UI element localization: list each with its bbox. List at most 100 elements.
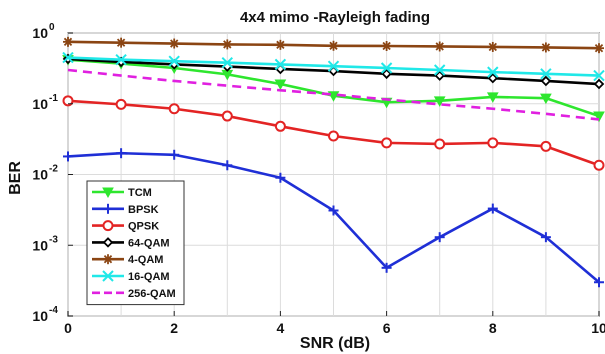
y-tick-exponent: -1 bbox=[49, 93, 58, 104]
data-point bbox=[434, 70, 445, 81]
legend-item: BPSK bbox=[92, 203, 159, 216]
data-point bbox=[168, 103, 180, 115]
series-qpsk bbox=[62, 95, 605, 171]
data-point bbox=[169, 149, 180, 160]
data-point bbox=[381, 68, 392, 80]
data-point bbox=[593, 78, 605, 90]
data-point bbox=[593, 69, 605, 82]
y-tick-exponent: 0 bbox=[49, 22, 55, 33]
y-tick-exponent: -2 bbox=[49, 164, 58, 175]
data-point bbox=[540, 68, 552, 80]
x-tick-label: 0 bbox=[64, 320, 72, 336]
data-point bbox=[103, 203, 113, 214]
data-point bbox=[62, 95, 74, 107]
data-point bbox=[169, 38, 180, 49]
legend-item: 64-QAM bbox=[92, 237, 170, 249]
data-point bbox=[275, 39, 286, 50]
data-point bbox=[540, 42, 551, 53]
x-tick-label: 10 bbox=[591, 320, 605, 336]
data-point bbox=[381, 262, 392, 273]
series-4-qam bbox=[63, 36, 604, 54]
data-point bbox=[115, 98, 127, 110]
legend-label: TCM bbox=[128, 187, 152, 199]
data-point bbox=[222, 160, 233, 171]
data-point bbox=[221, 57, 234, 69]
data-point bbox=[327, 60, 340, 72]
data-point bbox=[540, 140, 552, 152]
data-point bbox=[487, 72, 499, 84]
data-point bbox=[102, 237, 114, 248]
y-axis-label: BER bbox=[7, 161, 24, 195]
series-group bbox=[62, 36, 605, 288]
data-point bbox=[102, 220, 114, 232]
data-point bbox=[434, 232, 445, 243]
data-point bbox=[328, 130, 339, 142]
series-64-qam bbox=[62, 53, 605, 90]
data-point bbox=[62, 51, 74, 64]
data-point bbox=[103, 254, 113, 265]
legend-item: 256-QAM bbox=[92, 288, 176, 300]
legend-label: 16-QAM bbox=[128, 271, 170, 283]
data-point bbox=[63, 151, 73, 162]
data-point bbox=[380, 62, 393, 74]
x-tick-label: 8 bbox=[489, 320, 497, 336]
data-point bbox=[275, 172, 286, 183]
legend: TCM BPSK QPSK 64-QAM 4-QAM 16-QAM 256-QAM bbox=[86, 180, 185, 306]
legend-item: 16-QAM bbox=[92, 270, 170, 283]
legend-label: 4-QAM bbox=[128, 254, 163, 266]
data-point bbox=[594, 277, 604, 288]
data-point bbox=[486, 92, 499, 103]
legend-label: BPSK bbox=[128, 204, 159, 216]
data-point bbox=[328, 40, 339, 51]
data-point bbox=[540, 232, 551, 243]
data-point bbox=[381, 137, 393, 149]
legend-label: QPSK bbox=[128, 221, 159, 233]
data-point bbox=[487, 66, 499, 78]
data-point bbox=[487, 203, 498, 214]
data-point bbox=[115, 53, 127, 66]
data-point bbox=[116, 148, 127, 159]
data-point bbox=[102, 270, 114, 282]
data-point bbox=[222, 39, 233, 50]
data-point bbox=[593, 159, 605, 171]
data-point bbox=[487, 137, 499, 149]
x-tick-label: 2 bbox=[170, 320, 178, 336]
legend-item: 4-QAM bbox=[92, 254, 163, 266]
data-point bbox=[540, 75, 552, 87]
data-point bbox=[433, 96, 446, 107]
y-tick-label: 10 bbox=[32, 237, 48, 253]
data-point bbox=[116, 37, 127, 48]
data-point bbox=[274, 79, 287, 91]
y-tick-exponent: -3 bbox=[49, 234, 58, 245]
data-point bbox=[328, 205, 339, 216]
data-point bbox=[221, 110, 233, 122]
data-point bbox=[327, 91, 340, 102]
data-point bbox=[274, 58, 287, 71]
data-point bbox=[540, 93, 552, 105]
data-point bbox=[593, 111, 605, 123]
legend-item: TCM bbox=[92, 187, 152, 199]
data-point bbox=[168, 55, 180, 67]
data-point bbox=[594, 43, 604, 54]
y-tick-label: 10 bbox=[32, 25, 48, 41]
data-point bbox=[102, 187, 114, 199]
y-tick-label: 10 bbox=[32, 308, 48, 324]
legend-label: 256-QAM bbox=[128, 288, 176, 300]
data-point bbox=[487, 41, 498, 52]
y-tick-label: 10 bbox=[32, 96, 48, 112]
data-point bbox=[434, 138, 446, 150]
legend-item: QPSK bbox=[92, 220, 159, 233]
series-bpsk bbox=[63, 148, 604, 288]
data-point bbox=[381, 41, 392, 52]
series-16-qam bbox=[62, 51, 605, 82]
legend-label: 64-QAM bbox=[128, 237, 170, 249]
data-point bbox=[433, 64, 446, 76]
y-tick-exponent: -4 bbox=[49, 305, 58, 316]
x-axis-label: SNR (dB) bbox=[300, 335, 370, 352]
y-tick-label: 10 bbox=[32, 167, 48, 183]
data-point bbox=[63, 36, 73, 47]
x-tick-label: 6 bbox=[383, 320, 391, 336]
chart-title: 4x4 mimo -Rayleigh fading bbox=[240, 9, 430, 26]
